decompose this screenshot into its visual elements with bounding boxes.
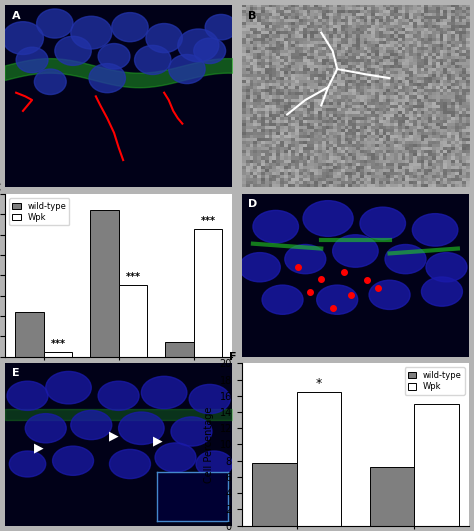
Circle shape: [109, 449, 150, 478]
Circle shape: [360, 207, 405, 239]
Circle shape: [385, 244, 426, 273]
Circle shape: [262, 285, 303, 314]
Circle shape: [285, 244, 326, 273]
Bar: [44, 353, 72, 356]
Circle shape: [71, 16, 112, 49]
Legend: wild-type, Wpk: wild-type, Wpk: [404, 367, 465, 395]
Circle shape: [141, 376, 187, 409]
Circle shape: [412, 213, 458, 246]
Bar: [297, 392, 341, 526]
Circle shape: [7, 381, 48, 410]
Circle shape: [25, 414, 66, 443]
Circle shape: [98, 44, 130, 69]
Circle shape: [2, 22, 44, 55]
Circle shape: [53, 446, 93, 475]
Text: D: D: [248, 199, 258, 209]
Circle shape: [155, 443, 196, 472]
Circle shape: [333, 235, 378, 267]
Circle shape: [46, 371, 91, 404]
Circle shape: [426, 253, 467, 282]
Circle shape: [171, 417, 212, 446]
Text: ▶: ▶: [34, 441, 44, 454]
Bar: [15, 312, 44, 356]
Circle shape: [253, 210, 299, 243]
Circle shape: [421, 277, 463, 306]
Circle shape: [239, 253, 280, 282]
Circle shape: [71, 410, 112, 440]
Bar: [370, 467, 414, 526]
X-axis label: Cilia Length: Cilia Length: [90, 380, 147, 390]
Circle shape: [55, 36, 91, 65]
Bar: [90, 210, 118, 356]
Circle shape: [118, 412, 164, 444]
Y-axis label: Cell Percentage: Cell Percentage: [204, 406, 214, 483]
Circle shape: [135, 45, 171, 74]
Circle shape: [178, 29, 219, 62]
Circle shape: [36, 9, 73, 38]
Text: ***: ***: [125, 272, 140, 282]
Circle shape: [146, 23, 182, 53]
Text: *: *: [316, 377, 322, 390]
Bar: [252, 463, 297, 526]
Circle shape: [112, 13, 148, 42]
Circle shape: [98, 381, 139, 410]
Circle shape: [169, 55, 205, 83]
Text: ▶: ▶: [153, 435, 162, 448]
Text: ▶: ▶: [109, 430, 119, 443]
Bar: [193, 229, 222, 356]
Text: E: E: [11, 368, 19, 378]
Text: B: B: [248, 11, 257, 21]
Text: ***: ***: [201, 216, 215, 226]
Bar: [118, 286, 147, 356]
Circle shape: [317, 285, 358, 314]
Circle shape: [196, 451, 232, 477]
Bar: [165, 342, 193, 356]
Circle shape: [303, 201, 353, 236]
Circle shape: [205, 14, 237, 40]
Circle shape: [9, 451, 46, 477]
Circle shape: [189, 384, 230, 414]
Legend: wild-type, Wpk: wild-type, Wpk: [9, 198, 70, 226]
Text: ***: ***: [50, 339, 65, 349]
Circle shape: [89, 64, 126, 93]
Text: A: A: [11, 11, 20, 21]
Circle shape: [16, 47, 48, 73]
Text: F: F: [229, 352, 237, 362]
Circle shape: [369, 280, 410, 310]
Circle shape: [34, 69, 66, 95]
Circle shape: [194, 38, 226, 64]
Bar: [414, 404, 459, 526]
